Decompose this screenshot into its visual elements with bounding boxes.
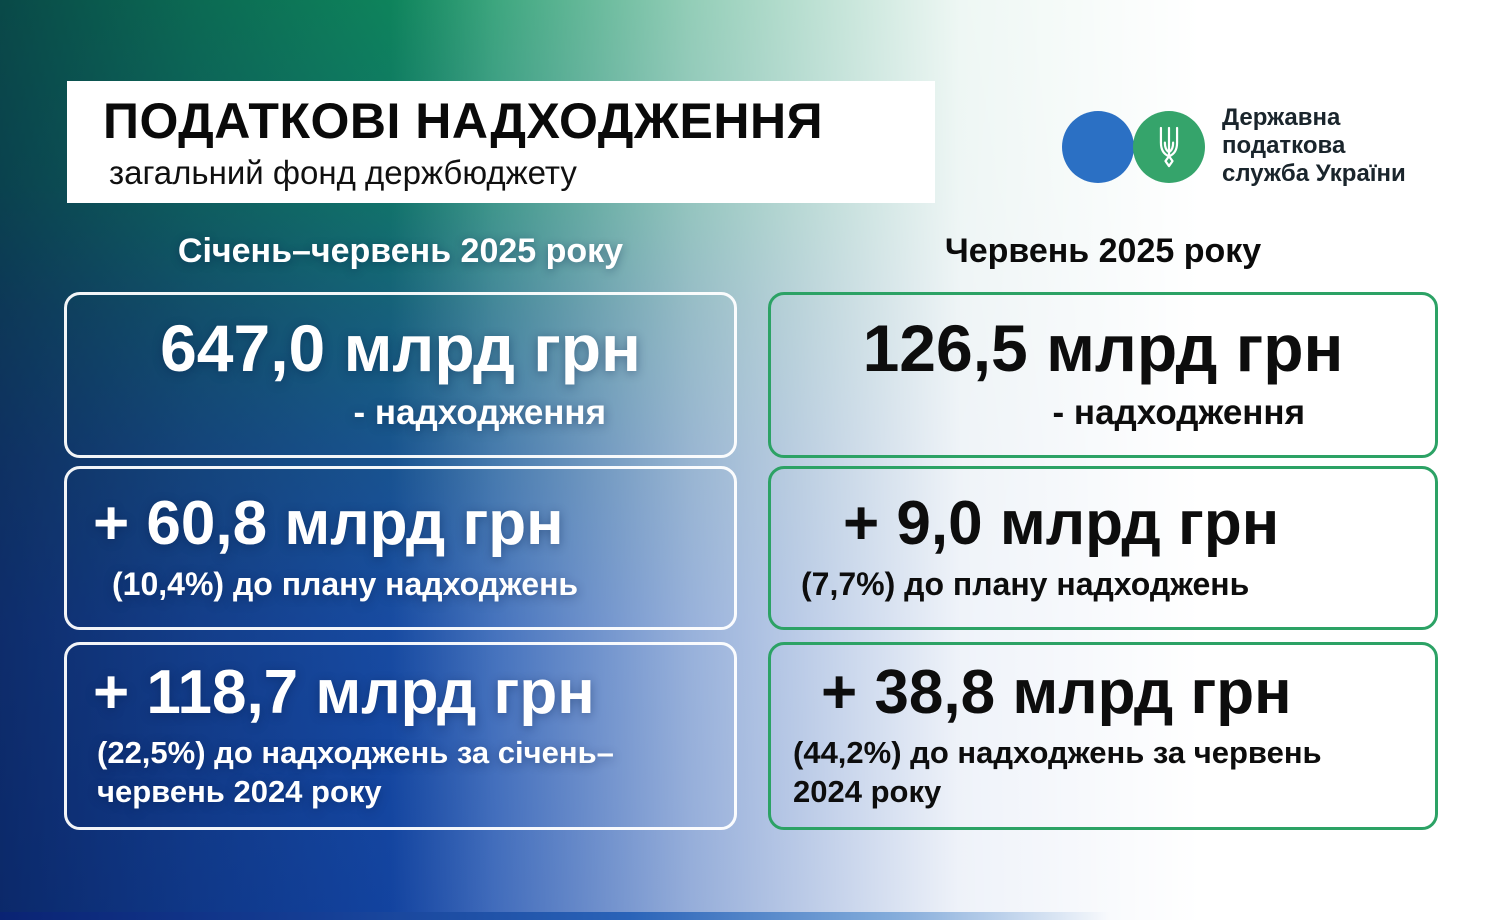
stat-value: + 38,8 млрд грн [821,657,1292,727]
logo-blue-circle [1062,111,1134,183]
column-header-period: Січень–червень 2025 року [177,232,624,270]
org-name-line: податкова [1222,132,1346,159]
stat-note: (7,7%) до плану надходжень [801,565,1250,602]
stat-note: (22,5%) до надходжень за січень–червень … [97,735,614,810]
org-name-line: Державна [1222,104,1341,131]
stat-value: + 60,8 млрд грн [93,488,564,558]
org-name-line: служба України [1222,160,1406,187]
stat-value: 647,0 млрд грн [160,310,641,385]
stat-card-month-vs-2024: + 38,8 млрд грн (44,2%) до надходжень за… [768,642,1438,830]
stat-card-month-revenue: 126,5 млрд грн - надходження [768,292,1438,458]
page-subtitle: загальний фонд держбюджету [109,153,577,191]
stat-card-period-vs-2024: + 118,7 млрд грн (22,5%) до надходжень з… [64,642,737,830]
stat-note: - надходження [1052,393,1305,433]
stat-card-period-revenue: 647,0 млрд грн - надходження [64,292,737,458]
trident-icon [1159,126,1179,168]
page-title: ПОДАТКОВІ НАДХОДЖЕННЯ [103,92,824,149]
stat-value: + 9,0 млрд грн [843,488,1280,558]
stat-card-month-vs-plan: + 9,0 млрд грн (7,7%) до плану надходжен… [768,466,1438,630]
stat-note: (44,2%) до надходжень за червень 2024 ро… [793,735,1322,810]
stat-value: 126,5 млрд грн [862,310,1344,385]
org-name: Державна податкова служба України [1222,104,1406,188]
stat-note: (10,4%) до плану надходжень [112,565,579,602]
stat-note: - надходження [353,393,606,433]
title-card: ПОДАТКОВІ НАДХОДЖЕННЯ загальний фонд дер… [67,81,935,203]
bottom-accent-bar [0,912,1500,920]
stat-value: + 118,7 млрд грн [93,657,595,727]
stat-card-period-vs-plan: + 60,8 млрд грн (10,4%) до плану надходж… [64,466,737,630]
logo-green-circle [1133,111,1205,183]
column-header-month: Червень 2025 року [944,232,1262,270]
